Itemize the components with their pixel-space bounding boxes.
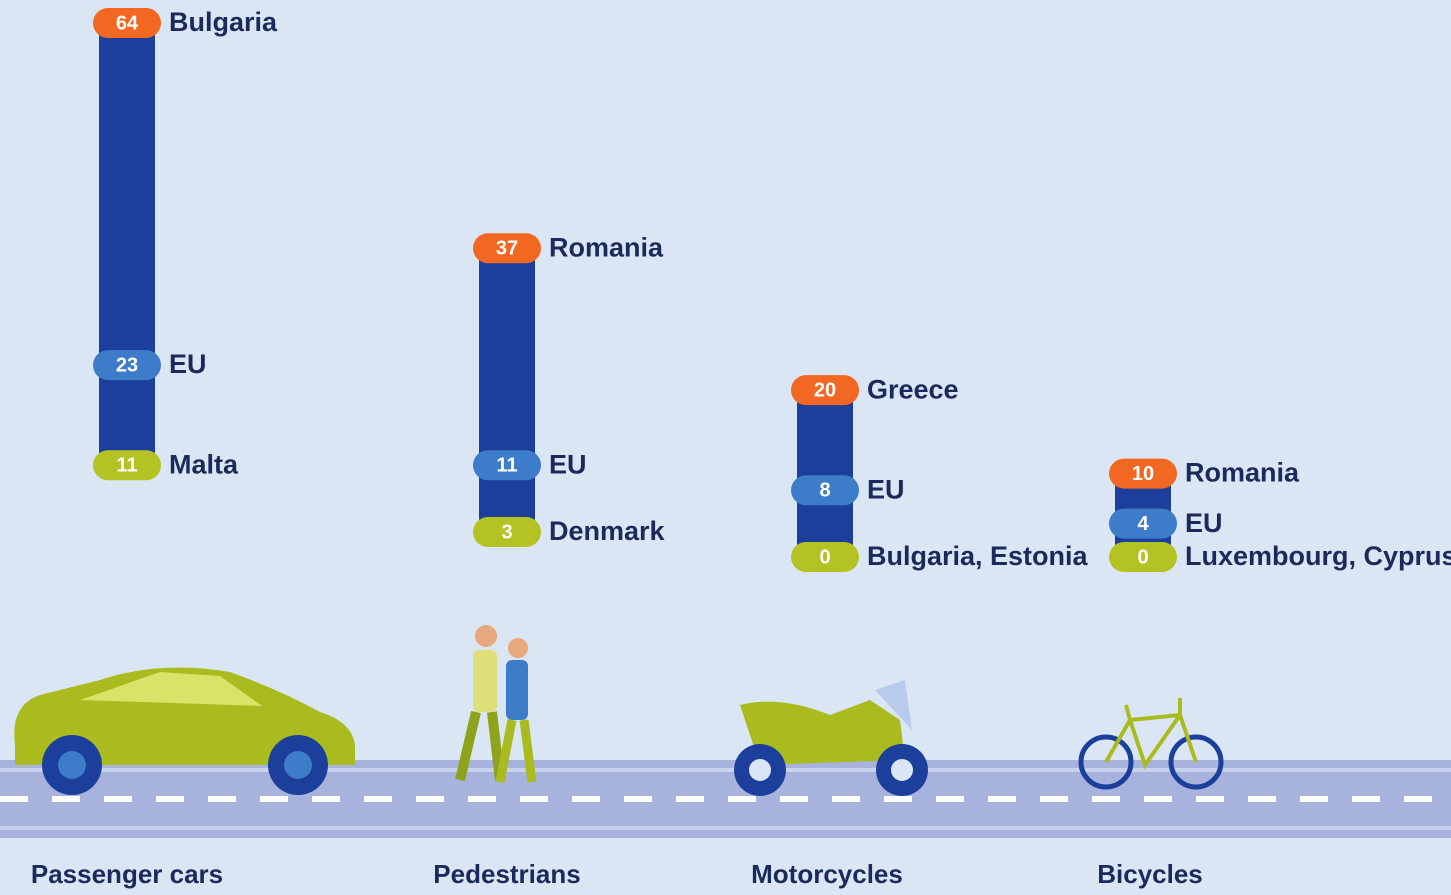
value-label: 11 (116, 455, 137, 477)
value-pill (791, 542, 859, 572)
point-label: Luxembourg, Cyprus (1185, 541, 1451, 571)
category-label: Passenger cars (31, 859, 223, 889)
value-pill (93, 8, 161, 38)
value-label: 8 (819, 480, 830, 502)
value-label: 23 (116, 354, 138, 376)
value-pill (1109, 542, 1177, 572)
value-label: 0 (1137, 546, 1148, 568)
value-label: 64 (116, 12, 139, 34)
category-label: Bicycles (1097, 859, 1203, 889)
pedestrians-icon (455, 625, 537, 783)
value-pill (791, 375, 859, 406)
point-label: Romania (549, 232, 664, 262)
value-label: 10 (1132, 463, 1154, 485)
category-label: Pedestrians (433, 859, 580, 889)
value-pill (473, 233, 541, 264)
point-label: Romania (1185, 458, 1300, 488)
value-pill (1109, 458, 1177, 489)
point-label: Denmark (549, 516, 666, 546)
value-label: 37 (496, 238, 518, 260)
value-label: 0 (819, 546, 830, 568)
point-label: Bulgaria (169, 7, 278, 37)
point-label: Bulgaria, Estonia (867, 541, 1089, 571)
motorcycle-icon (734, 680, 928, 796)
point-label: EU (867, 474, 905, 504)
road (0, 760, 1451, 838)
category-label: Motorcycles (751, 859, 903, 889)
bar (479, 248, 535, 532)
value-pill (473, 516, 541, 547)
value-pill (791, 475, 859, 506)
bar (99, 23, 155, 466)
value-pill (1109, 508, 1177, 539)
value-label: 4 (1137, 513, 1149, 535)
point-label: EU (169, 349, 207, 379)
point-label: Greece (867, 374, 959, 404)
value-pill (93, 350, 161, 381)
value-pill (473, 450, 541, 481)
point-label: EU (1185, 508, 1223, 538)
bicycle-icon (1078, 698, 1224, 790)
car-icon (14, 667, 356, 795)
value-label: 20 (814, 379, 836, 401)
point-label: EU (549, 449, 587, 479)
value-pill (93, 450, 161, 481)
point-label: Malta (169, 449, 239, 479)
value-label: 3 (501, 521, 512, 543)
bar (797, 390, 853, 557)
value-label: 11 (496, 455, 517, 477)
